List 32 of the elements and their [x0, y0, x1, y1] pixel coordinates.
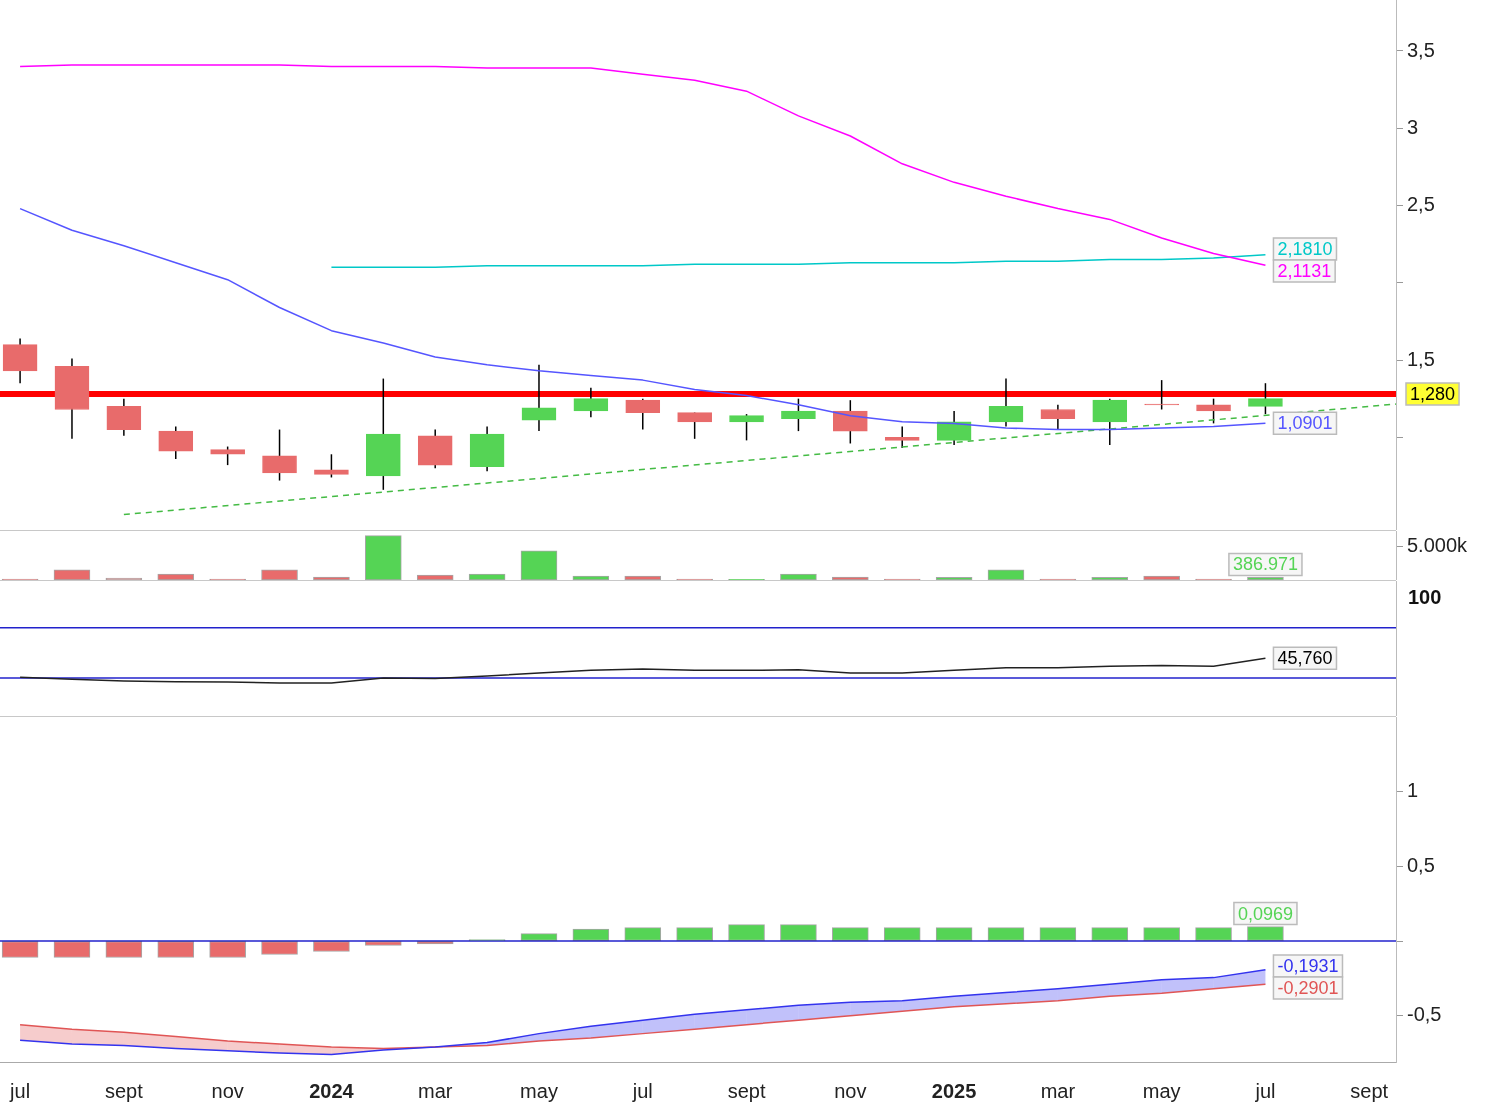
x-tick-label: mar	[1040, 1079, 1076, 1102]
data-label: 0,0969	[1237, 903, 1293, 924]
y-tick-label: 1	[1407, 779, 1419, 802]
ref-line-label: 1,280	[1410, 383, 1456, 404]
x-tick-label: mar	[417, 1079, 453, 1102]
y-tick-label: 5.000k	[1407, 533, 1469, 556]
annotation: 45,760	[1277, 648, 1333, 669]
x-tick-label: may	[520, 1079, 558, 1102]
x-tick-label: 2024	[309, 1079, 355, 1102]
data-label: 2,1810	[1277, 239, 1333, 260]
data-label: 2,1131	[1277, 261, 1332, 282]
x-tick-label: sept	[727, 1079, 766, 1102]
x-tick-label: nov	[834, 1079, 867, 1102]
y-tick-label: 3,5	[1407, 38, 1435, 61]
text: 100	[1408, 585, 1442, 608]
x-tick-label: sept	[1350, 1079, 1389, 1102]
x-tick-label: 2025	[931, 1079, 977, 1102]
y-tick-label: -0,5	[1407, 1003, 1442, 1026]
x-tick-label: nov	[211, 1079, 244, 1102]
x-tick-label: sept	[104, 1079, 144, 1102]
y-tick-label: 2,5	[1407, 193, 1435, 216]
x-tick-label: jul	[631, 1079, 653, 1102]
y-tick-label: 1,5	[1407, 347, 1435, 370]
y-tick-label: 0,5	[1407, 853, 1435, 876]
data-label: -0,2901	[1277, 978, 1339, 999]
data-label: 1,0901	[1277, 413, 1333, 434]
x-tick-label: may	[1142, 1079, 1181, 1102]
data-label: 386.971	[1232, 554, 1298, 575]
y-tick-label: 3	[1407, 115, 1419, 138]
x-tick-label: jul	[9, 1079, 31, 1102]
data-label: -0,1931	[1277, 956, 1339, 977]
x-tick-label: jul	[1254, 1079, 1276, 1102]
